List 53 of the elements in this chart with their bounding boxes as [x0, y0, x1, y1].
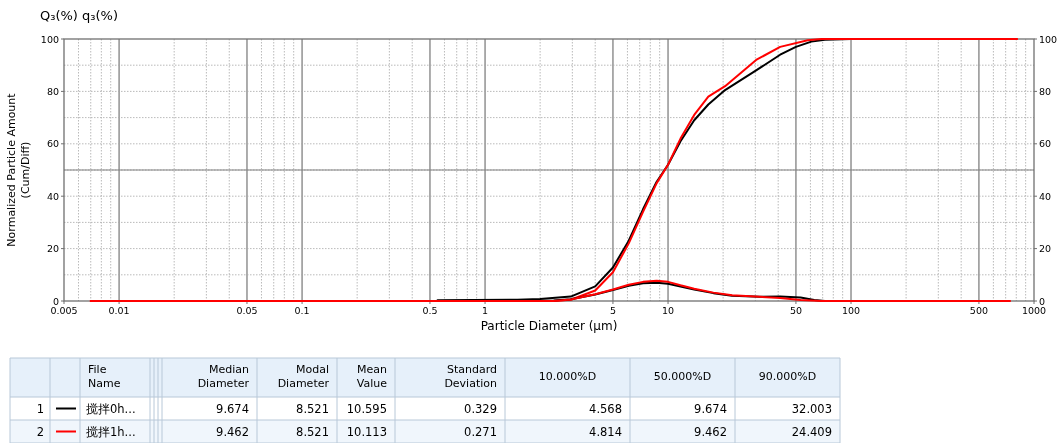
- chart-title: Q₃(%) q₃(%): [40, 8, 119, 23]
- x-tick-label: 0.05: [236, 305, 258, 316]
- text: 4.568: [589, 402, 622, 416]
- text: 9.674: [694, 402, 727, 416]
- legend-label: 搅拌1h...: [86, 425, 136, 439]
- y-tick-label: 20: [46, 243, 59, 255]
- text: 24.409: [791, 425, 832, 439]
- y2-tick-label: 40: [1039, 190, 1052, 202]
- y2-tick-label: 0: [1039, 295, 1046, 307]
- text: 8.521: [296, 402, 329, 416]
- text: 32.003: [791, 402, 832, 416]
- y-tick-label: 0: [52, 295, 59, 307]
- legend-title: File Name: [88, 363, 121, 390]
- x-tick-label: 500: [969, 305, 988, 316]
- category-label: Median Diameter: [197, 363, 250, 390]
- x-tick-label: 0.5: [422, 305, 438, 316]
- x-axis-title: Particle Diameter (µm): [480, 319, 618, 333]
- category-label: 2: [36, 425, 44, 439]
- text: 4.814: [589, 425, 622, 439]
- text: 9.674: [216, 402, 249, 416]
- category-label: Modal Diameter: [277, 363, 330, 390]
- x-tick-label: 0.005: [50, 305, 78, 316]
- x-tick-label: 0.1: [294, 305, 310, 316]
- y-axis-title: Normalized Particle Amount (Cum/Diff): [5, 92, 32, 247]
- category-label: 90.000%D: [758, 370, 817, 383]
- y2-tick-label: 60: [1039, 138, 1052, 150]
- y-tick-label: 100: [40, 33, 59, 45]
- category-label: 50.000%D: [653, 370, 712, 383]
- y2-tick-label: 100: [1039, 33, 1058, 45]
- x-tick-label: 10: [661, 305, 675, 316]
- text: 9.462: [694, 425, 727, 439]
- x-tick-label: 1: [482, 305, 489, 316]
- x-tick-label: 1000: [1021, 305, 1047, 316]
- legend-label: 搅拌0h...: [86, 402, 136, 416]
- y2-tick-label: 80: [1039, 85, 1052, 97]
- category-label: Mean Value: [356, 363, 388, 390]
- x-tick-label: 0.01: [108, 305, 130, 316]
- text: 10.595: [346, 402, 387, 416]
- y-tick-label: 60: [46, 138, 59, 150]
- x-tick-label: 100: [841, 305, 861, 316]
- y-tick-label: 40: [46, 190, 59, 202]
- category-label: Standard Deviation: [444, 363, 498, 390]
- text: 9.462: [216, 425, 249, 439]
- x-tick-label: 5: [609, 305, 616, 316]
- category-label: 10.000%D: [538, 370, 597, 383]
- text: 10.113: [346, 425, 387, 439]
- category-label: 1: [36, 402, 44, 416]
- text: 0.329: [464, 402, 497, 416]
- x-tick-label: 50: [789, 305, 802, 316]
- text: 0.271: [464, 425, 497, 439]
- y-tick-label: 80: [46, 85, 59, 97]
- text: 8.521: [296, 425, 329, 439]
- y2-tick-label: 20: [1039, 243, 1052, 255]
